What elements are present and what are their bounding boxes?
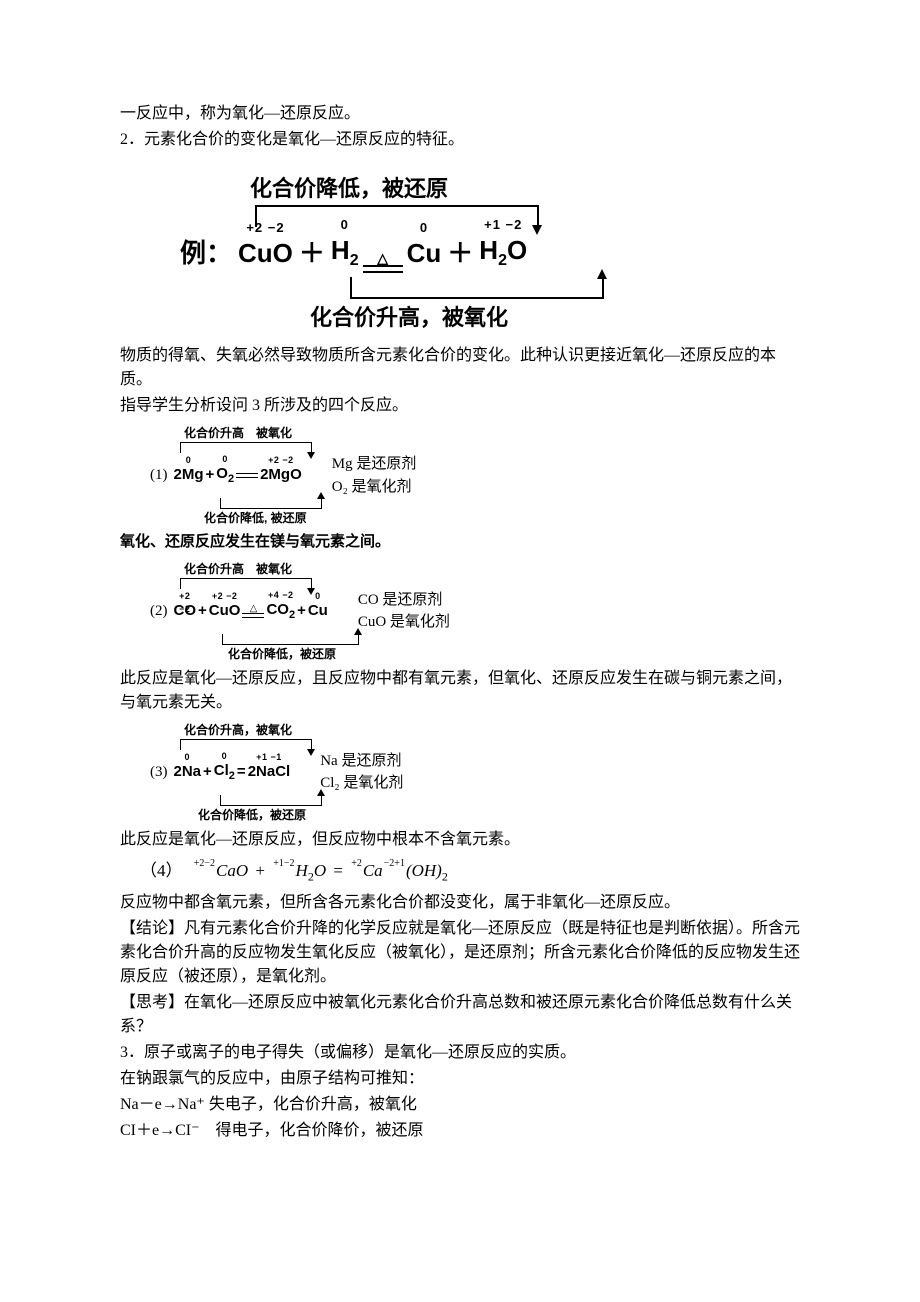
- r2-eq: (2) +2 −2CO + +2 −2CuO △ +4 −2CO2 + 0Cu …: [150, 589, 800, 634]
- para-11: 在钠跟氯气的反应中，由原子结构可推知：: [120, 1067, 800, 1091]
- term-h2o: +1 −2H2O: [479, 231, 527, 273]
- r1-eq: (1) 02Mg + 0O2 +2 −22MgO Mg 是还原剂 O₂ 是氧化剂: [150, 453, 800, 498]
- para-4: 指导学生分析设问 3 所涉及的四个反应。: [120, 394, 800, 418]
- example-diagram: 化合价降低，被还原 例： +2 −2CuO ＋ 0H2 △ 0Cu ＋ +1 −…: [180, 172, 800, 334]
- para-10: 3．原子或离子的电子得失（或偏移）是氧化—还原反应的实质。: [120, 1041, 800, 1065]
- r1-side: Mg 是还原剂 O₂ 是氧化剂: [332, 453, 417, 498]
- r2-brkt: [180, 578, 312, 589]
- r3-bot: 化合价降低，被还原: [198, 806, 800, 824]
- reaction-2: 化合价升高 被氧化 (2) +2 −2CO + +2 −2CuO △ +4 −2…: [150, 560, 800, 663]
- para-2: 2．元素化合价的变化是氧化—还原反应的特征。: [120, 128, 800, 152]
- para-12: Na－e→Na⁺ 失电子，化合价升高，被氧化: [120, 1093, 800, 1117]
- diagram-top-label: 化合价降低，被还原: [250, 172, 800, 205]
- para-1: 一反应中，称为氧化—还原反应。: [120, 102, 800, 126]
- equation-row: 例： +2 −2CuO ＋ 0H2 △ 0Cu ＋ +1 −2H2O: [180, 231, 800, 273]
- plus-2: ＋: [447, 234, 473, 273]
- para-5: 此反应是氧化—还原反应，且反应物中都有氧元素，但氧化、还原反应发生在碳与铜元素之…: [120, 667, 800, 715]
- prefix: 例：: [180, 234, 232, 273]
- r3-top: 化合价升高，被氧化: [184, 721, 800, 739]
- term-cuo: +2 −2CuO: [238, 234, 293, 273]
- r2-side: CO 是还原剂 CuO 是氧化剂: [358, 589, 450, 634]
- para-6: 此反应是氧化—还原反应，但反应物中根本不含氧元素。: [120, 828, 800, 852]
- term-h2: 0H2: [331, 231, 359, 273]
- term-cu: 0Cu: [407, 234, 442, 273]
- r3-side: Na 是还原剂 Cl₂ 是氧化剂: [320, 750, 403, 795]
- r1-brkt: [180, 442, 312, 453]
- para-9: 【思考】在氧化—还原反应中被氧化元素化合价升高总数和被还原元素化合价降低总数有什…: [120, 991, 800, 1039]
- r3-eq: (3) 02Na + 0Cl2 = +1 −12NaCl Na 是还原剂 Cl₂…: [150, 750, 800, 795]
- plus-1: ＋: [299, 234, 325, 273]
- r2-brkb: [222, 634, 359, 645]
- r1-bot: 化合价降低, 被还原: [204, 509, 800, 527]
- diagram-bot-label: 化合价升高，被氧化: [310, 301, 800, 334]
- reaction-arrow: △: [363, 253, 403, 273]
- r1-top: 化合价升高 被氧化: [184, 424, 800, 442]
- bracket-bot: [350, 277, 604, 299]
- r1-brkb: [220, 498, 322, 509]
- reaction-3: 化合价升高，被氧化 (3) 02Na + 0Cl2 = +1 −12NaCl N…: [150, 721, 800, 824]
- r3-brkt: [180, 739, 312, 750]
- para-8: 【结论】凡有元素化合价升降的化学反应就是氧化—还原反应（既是特征也是判断依据）。…: [120, 917, 800, 989]
- para-7: 反应物中都含氧元素，但所含各元素化合价都没变化，属于非氧化—还原反应。: [120, 891, 800, 915]
- r3-brkb: [220, 795, 322, 806]
- para-13: CI＋e→CI⁻ 得电子，化合价降价，被还原: [120, 1119, 800, 1143]
- para-3: 物质的得氧、失氧必然导致物质所含元素化合价的变化。此种认识更接近氧化—还原反应的…: [120, 344, 800, 392]
- reaction-1: 化合价升高 被氧化 (1) 02Mg + 0O2 +2 −22MgO Mg 是还…: [150, 424, 800, 527]
- r2-bot: 化合价降低，被还原: [228, 645, 800, 663]
- bold-1: 氧化、还原反应发生在镁与氧元素之间。: [120, 531, 800, 554]
- r2-top: 化合价升高 被氧化: [184, 560, 800, 578]
- equation-4: （4） +2−2CaO + +1−2H2O = +2Ca−2+1(OH)2: [140, 858, 800, 885]
